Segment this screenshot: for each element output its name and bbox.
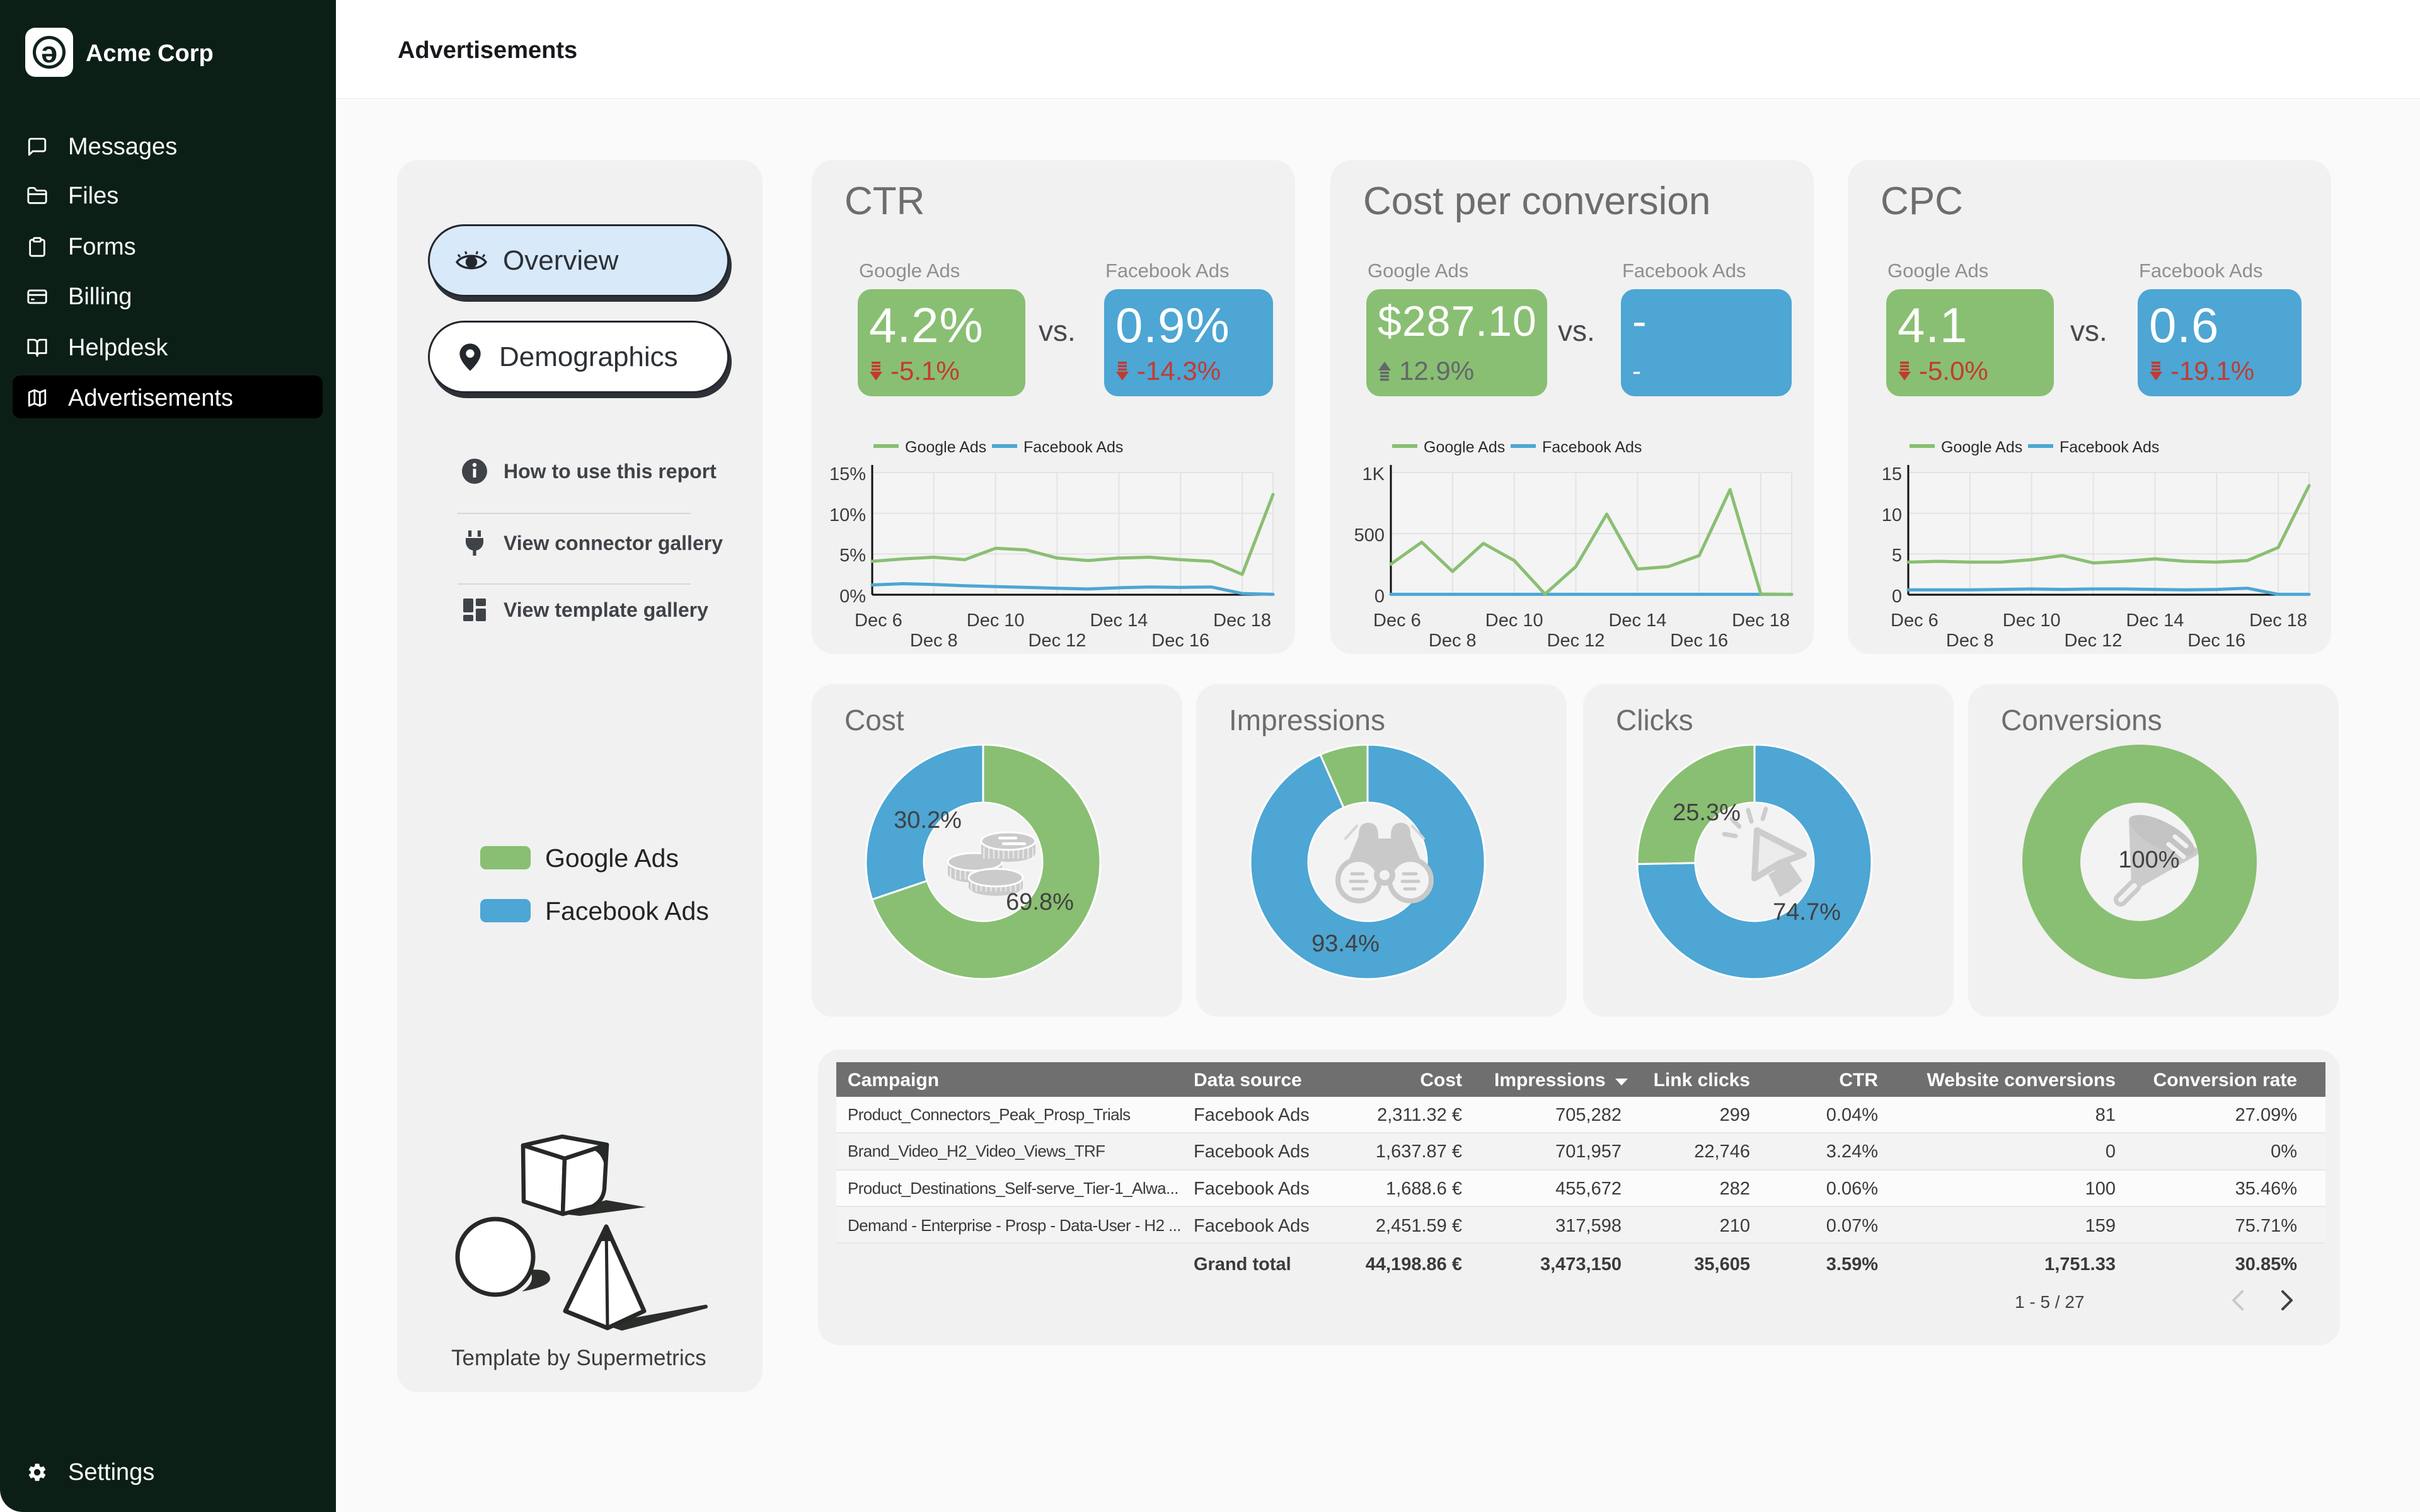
svg-text:Dec 6: Dec 6 — [1891, 610, 1939, 631]
svg-text:Google Ads: Google Ads — [905, 438, 986, 456]
svg-text:Dec 16: Dec 16 — [2187, 631, 2245, 651]
svg-text:10: 10 — [1882, 505, 1902, 525]
svg-text:Google Ads: Google Ads — [1424, 438, 1505, 456]
svg-text:Dec 10: Dec 10 — [1485, 610, 1543, 631]
svg-text:Google Ads: Google Ads — [1941, 438, 2022, 456]
svg-text:5%: 5% — [839, 546, 866, 566]
svg-text:Dec 14: Dec 14 — [1608, 610, 1666, 631]
svg-text:Dec 8: Dec 8 — [910, 631, 958, 651]
svg-text:15: 15 — [1882, 464, 1902, 484]
svg-text:Facebook Ads: Facebook Ads — [2060, 438, 2159, 456]
svg-text:Dec 14: Dec 14 — [1090, 610, 1148, 631]
svg-text:Dec 16: Dec 16 — [1151, 631, 1209, 651]
svg-text:Dec 12: Dec 12 — [1547, 631, 1605, 651]
svg-text:Dec 8: Dec 8 — [1429, 631, 1477, 651]
svg-text:5: 5 — [1892, 546, 1902, 566]
svg-text:Dec 18: Dec 18 — [1213, 610, 1271, 631]
svg-text:Dec 10: Dec 10 — [2003, 610, 2061, 631]
svg-text:Dec 10: Dec 10 — [967, 610, 1025, 631]
svg-text:Dec 14: Dec 14 — [2126, 610, 2184, 631]
svg-text:Dec 18: Dec 18 — [1732, 610, 1790, 631]
svg-text:100%: 100% — [2118, 847, 2179, 873]
svg-text:Facebook Ads: Facebook Ads — [1023, 438, 1123, 456]
svg-text:74.7%: 74.7% — [1773, 899, 1841, 925]
svg-text:Dec 8: Dec 8 — [1946, 631, 1994, 651]
svg-text:Dec 12: Dec 12 — [2065, 631, 2123, 651]
svg-text:30.2%: 30.2% — [894, 807, 962, 833]
svg-text:Dec 6: Dec 6 — [855, 610, 902, 631]
svg-text:0%: 0% — [839, 587, 866, 607]
svg-text:1K: 1K — [1363, 464, 1385, 484]
svg-text:10%: 10% — [829, 505, 866, 525]
svg-text:Facebook Ads: Facebook Ads — [1542, 438, 1642, 456]
svg-text:0: 0 — [1892, 587, 1902, 607]
svg-text:Dec 18: Dec 18 — [2249, 610, 2307, 631]
svg-text:Dec 16: Dec 16 — [1670, 631, 1728, 651]
svg-text:ə: ə — [41, 35, 57, 69]
svg-text:Dec 6: Dec 6 — [1373, 610, 1421, 631]
svg-text:500: 500 — [1354, 525, 1385, 546]
svg-text:0: 0 — [1374, 587, 1385, 607]
svg-text:69.8%: 69.8% — [1006, 889, 1074, 915]
svg-text:15%: 15% — [829, 464, 866, 484]
svg-text:93.4%: 93.4% — [1311, 931, 1380, 957]
svg-text:25.3%: 25.3% — [1673, 799, 1741, 826]
svg-text:Dec 12: Dec 12 — [1028, 631, 1086, 651]
